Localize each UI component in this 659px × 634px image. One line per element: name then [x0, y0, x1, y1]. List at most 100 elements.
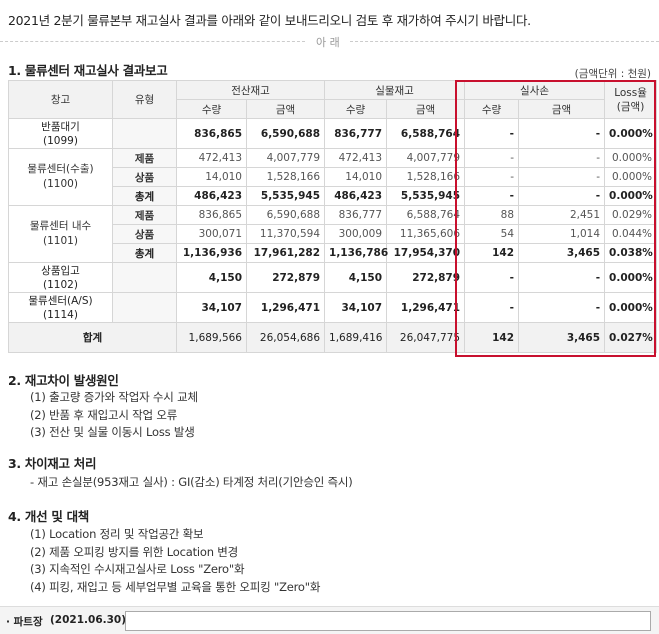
type-cell — [112, 292, 177, 323]
header-qty: 수량 — [464, 99, 520, 119]
cell: 17,961,282 — [245, 243, 326, 263]
list-item: (4) 피킹, 재입고 등 세부업무별 교육을 통한 오피킹 "Zero"화 — [30, 579, 321, 594]
header-loss: 실사손 — [464, 80, 606, 100]
cell: 1,528,166 — [245, 167, 326, 187]
cell: 4,150 — [176, 262, 247, 293]
cell: 0.000% — [604, 292, 658, 323]
cell: - — [518, 167, 606, 187]
list-item: (3) 전산 및 실물 이동시 Loss 발생 — [30, 425, 195, 439]
warehouse-cell: 물류센터 내수 (1101) — [8, 205, 113, 263]
section4-list: (1) Location 정리 및 작업공간 확보 (2) 제품 오피킹 방지를… — [30, 526, 320, 596]
cell: 300,071 — [176, 224, 247, 244]
cell: 1,136,936 — [176, 243, 247, 263]
cell: 486,423 — [176, 186, 247, 206]
unit-note: (금액단위 : 천원) — [574, 68, 651, 80]
table-row: 물류센터(수출) (1100) 제품 472,413 4,007,779 472,… — [8, 148, 658, 206]
cell: 836,777 — [324, 205, 388, 225]
divider-label: 아 래 — [316, 36, 340, 49]
cell: 26,054,686 — [245, 322, 326, 353]
cell: 14,010 — [324, 167, 388, 187]
cell: 1,689,566 — [176, 322, 247, 353]
approval-footer: · 파트장 (2021.06.30) — [0, 606, 659, 634]
cell: - — [518, 186, 606, 206]
cell: 0.029% — [604, 205, 658, 225]
section2-title: 2. 재고차이 발생원인 — [8, 373, 119, 388]
cell: 1,528,166 — [386, 167, 466, 187]
header-amount: 금액 — [518, 99, 606, 119]
cell: 34,107 — [324, 292, 388, 323]
header-qty: 수량 — [176, 99, 247, 119]
cell: 1,689,416 — [324, 322, 388, 353]
header-row: 수량 금액 수량 금액 수량 금액 — [9, 99, 657, 119]
type-cell: 제품 — [112, 148, 177, 168]
type-cell: 총계 — [112, 186, 177, 206]
cell: - — [518, 148, 606, 168]
cell: 0.000% — [604, 167, 658, 187]
list-item: (3) 지속적인 수시재고실사로 Loss "Zero"화 — [30, 562, 245, 576]
cell: - — [464, 148, 520, 168]
type-cell: 제품 — [112, 205, 177, 225]
inventory-table: 창고 유형 전산재고 실물재고 실사손 Loss율 (금액) 수량 금액 수량 금… — [8, 80, 658, 353]
cell: 0.000% — [604, 118, 658, 149]
cell: 472,413 — [176, 148, 247, 168]
cell: 836,865 — [176, 118, 247, 149]
cell: 1,014 — [518, 224, 606, 244]
cell: 5,535,945 — [386, 186, 466, 206]
cell: - — [464, 167, 520, 187]
section3-list: - 재고 손실분(953재고 실사) : GI(감소) 타계정 처리(기안승인 … — [30, 474, 353, 492]
header-qty: 수량 — [324, 99, 388, 119]
table-row: 반품대기 (1099) 836,865 6,590,688 836,777 6,5… — [8, 118, 658, 149]
type-cell: 총계 — [112, 243, 177, 263]
cell: 0.000% — [604, 262, 658, 293]
cell: 272,879 — [245, 262, 326, 293]
cell: 1,296,471 — [245, 292, 326, 323]
header-book: 전산재고 — [175, 80, 326, 100]
table-row: 상품 14,010 1,528,166 14,010 1,528,166 - -… — [9, 167, 658, 187]
cell: 142 — [464, 322, 520, 353]
list-item: - 재고 손실분(953재고 실사) : GI(감소) 타계정 처리(기안승인 … — [30, 475, 353, 489]
comment-input[interactable] — [125, 611, 651, 631]
cell: 4,007,779 — [386, 148, 466, 168]
cell: 1,136,786 — [324, 243, 388, 263]
table-row: 상품 300,071 11,370,594 300,009 11,365,606… — [9, 224, 658, 244]
cell: 0.038% — [604, 243, 658, 263]
cell: 4,150 — [324, 262, 388, 293]
cell: 0.044% — [604, 224, 658, 244]
cell: 2,451 — [518, 205, 606, 225]
type-cell — [112, 118, 177, 149]
type-cell — [112, 262, 177, 293]
header-row: 창고 유형 전산재고 실물재고 실사손 Loss율 (금액) — [8, 80, 658, 119]
intro-text: 2021년 2분기 물류본부 재고실사 결과를 아래와 같이 보내드리오니 검토… — [8, 13, 531, 28]
section3-title: 3. 차이재고 처리 — [8, 456, 97, 471]
cell: 34,107 — [176, 292, 247, 323]
cell: 3,465 — [518, 243, 606, 263]
cell: 142 — [464, 243, 520, 263]
cell: - — [464, 186, 520, 206]
type-cell: 상품 — [112, 224, 177, 244]
cell: - — [518, 262, 606, 293]
divider-line — [350, 41, 659, 42]
section2-list: (1) 출고량 증가와 작업자 수시 교체 (2) 반품 후 재입고시 작업 오… — [30, 389, 198, 442]
cell: 486,423 — [324, 186, 388, 206]
table-row: 물류센터 내수 (1101) 제품 836,865 6,590,688 836,7… — [8, 205, 658, 263]
table-row: 상품입고 (1102) 4,150 272,879 4,150 272,879 -… — [8, 262, 658, 293]
cell: 11,370,594 — [245, 224, 326, 244]
type-cell: 상품 — [112, 167, 177, 187]
cell: 0.000% — [604, 186, 658, 206]
list-item: (2) 반품 후 재입고시 작업 오류 — [30, 407, 178, 422]
approver-label: · 파트장 — [6, 616, 43, 628]
total-row: 합계 1,689,566 26,054,686 1,689,416 26,047… — [8, 322, 658, 353]
cell: 5,535,945 — [245, 186, 326, 206]
warehouse-cell: 물류센터(수출) (1100) — [8, 148, 113, 206]
list-item: (2) 제품 오피킹 방지를 위한 Location 변경 — [30, 544, 239, 559]
section1-title: 1. 물류센터 재고실사 결과보고 — [8, 63, 168, 78]
cell: 272,879 — [386, 262, 466, 293]
cell: 54 — [464, 224, 520, 244]
section4-title: 4. 개선 및 대책 — [8, 509, 90, 524]
cell: 6,588,764 — [386, 118, 466, 149]
cell: - — [464, 118, 520, 149]
table-row: 총계 486,423 5,535,945 486,423 5,535,945 -… — [9, 186, 658, 206]
warehouse-cell: 반품대기 (1099) — [8, 118, 113, 149]
header-loss-rate: Loss율 (금액) — [604, 80, 658, 119]
cell: 14,010 — [176, 167, 247, 187]
